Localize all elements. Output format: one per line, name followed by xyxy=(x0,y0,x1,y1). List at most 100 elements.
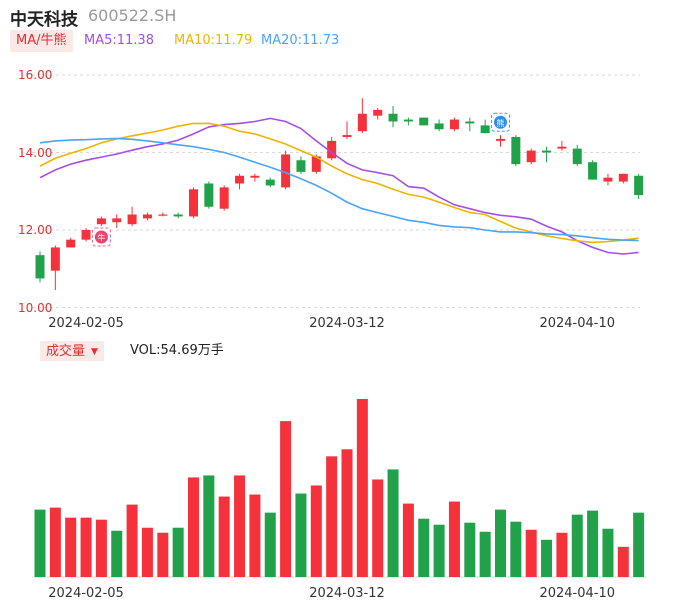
candle xyxy=(403,117,413,126)
candle-body xyxy=(496,138,505,141)
volume-bar xyxy=(587,510,599,577)
volume-bar xyxy=(541,539,553,577)
ma5-value: MA5:11.38 xyxy=(84,33,154,48)
candle-body xyxy=(112,218,122,223)
candle xyxy=(235,173,245,190)
candle xyxy=(158,212,168,217)
candle-body xyxy=(373,109,383,116)
candle xyxy=(173,212,183,219)
candle xyxy=(296,156,306,174)
volume-bar xyxy=(387,469,399,577)
candle xyxy=(142,212,152,221)
price-x-ticks: 2024-02-05 2024-03-12 2024-04-10 xyxy=(48,316,615,331)
marker-label: 熊 xyxy=(497,118,505,128)
candle-body xyxy=(588,162,598,180)
volume-bar xyxy=(111,530,123,577)
candle-body xyxy=(311,156,321,172)
candle-body xyxy=(603,177,613,182)
candle-body xyxy=(142,214,152,219)
x-tick-label: 2024-04-10 xyxy=(539,316,615,331)
candle-body xyxy=(219,187,229,209)
x-tick-label: 2024-03-12 xyxy=(309,316,385,331)
stock-code: 600522.SH xyxy=(88,6,177,25)
volume-bar xyxy=(356,399,368,577)
volume-bar xyxy=(157,532,169,577)
volume-bar xyxy=(326,456,338,577)
candle xyxy=(112,214,122,229)
candle-body xyxy=(618,173,628,182)
candle-body xyxy=(296,160,306,172)
x-tick-label: 2024-04-10 xyxy=(539,586,615,601)
candle-body xyxy=(388,113,398,122)
ma-lines-group xyxy=(39,117,639,255)
volume-bar xyxy=(495,509,506,577)
volume-bar xyxy=(525,529,537,577)
volume-x-ticks: 2024-02-05 2024-03-12 2024-04-10 xyxy=(48,586,615,601)
candle-body xyxy=(50,247,60,271)
candle-body xyxy=(158,214,168,216)
volume-bar xyxy=(203,475,215,577)
volume-bar xyxy=(188,477,199,577)
volume-bar xyxy=(295,493,307,577)
candle xyxy=(357,98,367,134)
candle xyxy=(542,146,552,163)
candle xyxy=(342,121,352,139)
candle-body xyxy=(480,125,490,134)
candle-body xyxy=(281,154,291,188)
candle xyxy=(511,135,521,167)
candle-body xyxy=(449,119,459,130)
candle-body xyxy=(511,137,521,165)
candle xyxy=(496,135,505,147)
bull-marker: 牛 xyxy=(91,227,111,247)
y-tick-label: 16.00 xyxy=(18,68,52,82)
volume-bar xyxy=(464,522,476,577)
y-tick-label: 12.00 xyxy=(18,223,52,237)
candle xyxy=(66,237,76,248)
candle xyxy=(189,187,198,219)
candlestick-chart[interactable]: 16.00 14.00 12.00 10.00 牛熊 2024-02-05 202… xyxy=(0,0,686,335)
candle-body xyxy=(572,148,582,165)
volume-bar xyxy=(617,546,629,577)
volume-bar xyxy=(372,479,384,577)
volume-bar xyxy=(602,528,614,577)
candle xyxy=(480,119,490,134)
candle xyxy=(96,216,106,227)
ma-toggle-button[interactable]: MA/牛熊 xyxy=(10,30,73,52)
chevron-down-icon: ▼ xyxy=(91,347,98,357)
volume-bar xyxy=(80,517,92,577)
volume-bar xyxy=(510,521,522,577)
volume-bar xyxy=(556,532,568,577)
candle-body xyxy=(250,175,260,178)
candle-body xyxy=(235,175,245,184)
candle-body xyxy=(66,239,76,248)
ma-line-ma20 xyxy=(39,137,639,242)
candle-body xyxy=(526,150,536,163)
volume-bars-group xyxy=(34,399,645,577)
candle-body xyxy=(35,255,45,279)
volume-bar xyxy=(280,421,292,577)
candle xyxy=(434,119,444,132)
volume-bar xyxy=(310,485,322,577)
candle-body xyxy=(342,135,352,137)
candle xyxy=(50,245,60,291)
markers-group: 牛熊 xyxy=(91,112,510,247)
x-tick-label: 2024-02-05 xyxy=(48,316,124,331)
ma-line-ma5 xyxy=(39,117,639,255)
candle-body xyxy=(357,113,367,132)
ma20-value: MA20:11.73 xyxy=(261,33,340,48)
candle-body xyxy=(173,214,183,217)
candle xyxy=(419,117,429,126)
candles-group xyxy=(35,98,644,291)
candle xyxy=(265,177,275,188)
candle xyxy=(281,150,291,190)
candle xyxy=(219,185,229,211)
stock-name: 中天科技 xyxy=(10,10,78,30)
volume-indicator-dropdown[interactable]: 成交量 ▼ xyxy=(40,341,104,361)
candle xyxy=(603,173,613,186)
price-gridlines xyxy=(32,74,640,308)
volume-bar xyxy=(218,496,230,577)
volume-bar xyxy=(234,475,246,577)
volume-bar xyxy=(418,518,430,577)
x-tick-label: 2024-03-12 xyxy=(309,586,385,601)
candle-body xyxy=(634,175,644,196)
